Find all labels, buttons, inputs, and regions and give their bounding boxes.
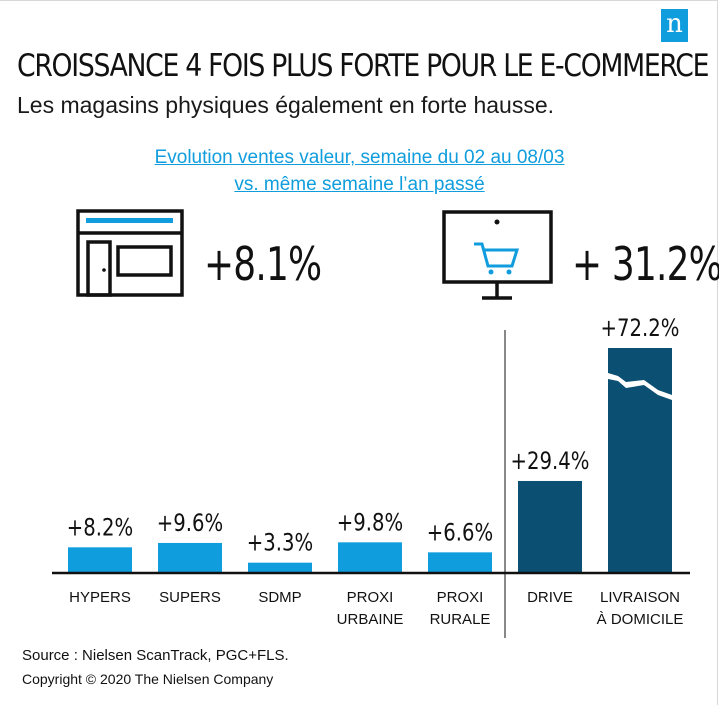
category-label-hypers: HYPERS	[69, 589, 131, 606]
category-label-proxi-urbaine: PROXI	[347, 589, 394, 606]
online-total-value: + 31.2%	[572, 237, 719, 291]
copyright-note: Copyright © 2020 The Nielsen Company	[22, 671, 274, 687]
store-door-knob	[102, 268, 106, 272]
category-label-drive: DRIVE	[527, 589, 573, 606]
axis-break-mark	[608, 373, 672, 400]
chart-title: CROISSANCE 4 FOIS PLUS FORTE POUR LE E-C…	[17, 48, 709, 84]
data-label-drive: +29.4%	[511, 448, 590, 475]
category-label-supers: SUPERS	[159, 589, 221, 606]
category-label-proxi-urbaine: URBAINE	[337, 611, 404, 628]
bar-hypers	[68, 547, 132, 573]
category-label-sdmp: SDMP	[258, 589, 301, 606]
store-total-value: +8.1%	[204, 237, 322, 291]
data-label-supers: +9.6%	[157, 510, 223, 537]
period-line-2: vs. même semaine l’an passé	[234, 174, 485, 195]
data-label-livraison-a-domicile: +72.2%	[601, 315, 680, 342]
bar-sdmp	[248, 562, 312, 573]
category-label-proxi-rurale: RURALE	[430, 611, 491, 628]
data-label-sdmp: +3.3%	[247, 530, 313, 557]
store-icon	[76, 209, 184, 297]
source-note: Source : Nielsen ScanTrack, PGC+FLS.	[22, 647, 289, 664]
bar-proxi-rurale	[428, 552, 492, 573]
category-label-proxi-rurale: PROXI	[437, 589, 484, 606]
data-label-proxi-urbaine: +9.8%	[337, 510, 403, 537]
category-label-livraison-a-domicile: LIVRAISON	[600, 589, 680, 606]
category-label-livraison-a-domicile: À DOMICILE	[597, 611, 684, 628]
period-line-1: Evolution ventes valeur, semaine du 02 a…	[154, 147, 565, 168]
bar-proxi-urbaine	[338, 542, 402, 573]
data-label-hypers: +8.2%	[67, 515, 133, 542]
bars-layer: +8.2% HYPERS +9.6% SUPERS +3.3% SDMP +9.8% PROX…	[52, 315, 690, 638]
shopping-cart-monitor-icon	[442, 210, 553, 300]
chart-subtitle: Les magasins physiques également en fort…	[17, 92, 554, 118]
bar-drive	[518, 480, 582, 573]
data-label-proxi-rurale: +6.6%	[427, 520, 493, 547]
store-icon-sign	[86, 218, 173, 223]
nielsen-logo: n	[661, 9, 688, 42]
bar-supers	[158, 542, 222, 573]
